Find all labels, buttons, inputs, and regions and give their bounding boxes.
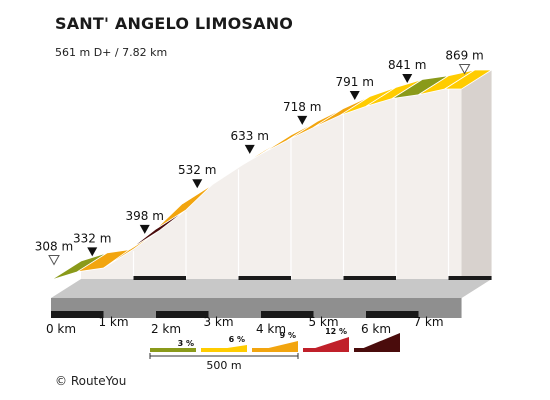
legend-swatch-5 (354, 333, 400, 352)
elevation-label: 398 m (126, 209, 164, 223)
base-slab-top (51, 279, 492, 298)
km-back-bar (238, 276, 291, 280)
elevation-label: 718 m (283, 100, 321, 114)
profile-side-wall (81, 69, 492, 280)
elevation-label: 308 m (35, 240, 73, 254)
chart-subtitle: 561 m D+ / 7.82 km (55, 46, 168, 59)
elevation-label: 791 m (336, 75, 374, 89)
elevation-label: 532 m (178, 163, 216, 177)
elevation-marker-icon (192, 179, 203, 189)
km-scale-bar (366, 311, 419, 318)
legend-swatch-base (354, 348, 400, 352)
x-tick-label: 2 km (151, 322, 181, 336)
chart-title: SANT' ANGELO LIMOSANO (55, 14, 294, 33)
elevation-marker-open-icon (458, 63, 471, 75)
x-tick-label: 7 km (413, 315, 443, 329)
credit-text: © RouteYou (55, 374, 127, 388)
km-scale-bar (51, 311, 104, 318)
elevation-label: 332 m (73, 231, 111, 245)
legend-swatch-base (150, 348, 196, 352)
scale-bar-label: 500 m (206, 359, 241, 372)
x-tick-label: 1 km (98, 315, 128, 329)
elevation-marker-icon (297, 115, 308, 125)
elevation-marker-icon (244, 144, 255, 154)
km-back-bar (133, 276, 186, 280)
legend-label: 12 % (325, 327, 347, 336)
km-scale-bar (156, 311, 209, 318)
x-tick-label: 4 km (256, 322, 286, 336)
elevation-marker-icon (349, 91, 360, 101)
x-tick-label: 5 km (308, 315, 338, 329)
legend-swatch-base (303, 348, 349, 352)
profile-segment (443, 69, 493, 90)
profile-end-cap (461, 69, 492, 299)
elevation-marker-open-icon (48, 255, 60, 266)
elevation-marker-icon (87, 247, 98, 257)
elevation-label: 841 m (388, 58, 426, 72)
legend-label: 9 % (280, 331, 296, 340)
legend-label: 6 % (229, 335, 245, 344)
elevation-marker-icon (402, 74, 413, 84)
x-tick-label: 3 km (203, 315, 233, 329)
km-scale-bar (261, 311, 314, 318)
x-tick-label: 6 km (361, 322, 391, 336)
elevation-label: 633 m (231, 129, 269, 143)
km-back-bar (448, 276, 492, 280)
legend-label: 3 % (178, 339, 194, 348)
legend-swatch-base (201, 348, 247, 352)
x-tick-label: 0 km (46, 322, 76, 336)
base-slab-front (51, 298, 462, 318)
elevation-marker-icon (139, 224, 150, 234)
elevation-label: 869 m (445, 48, 483, 62)
km-back-bar (343, 276, 396, 280)
legend-swatch-base (252, 348, 298, 352)
